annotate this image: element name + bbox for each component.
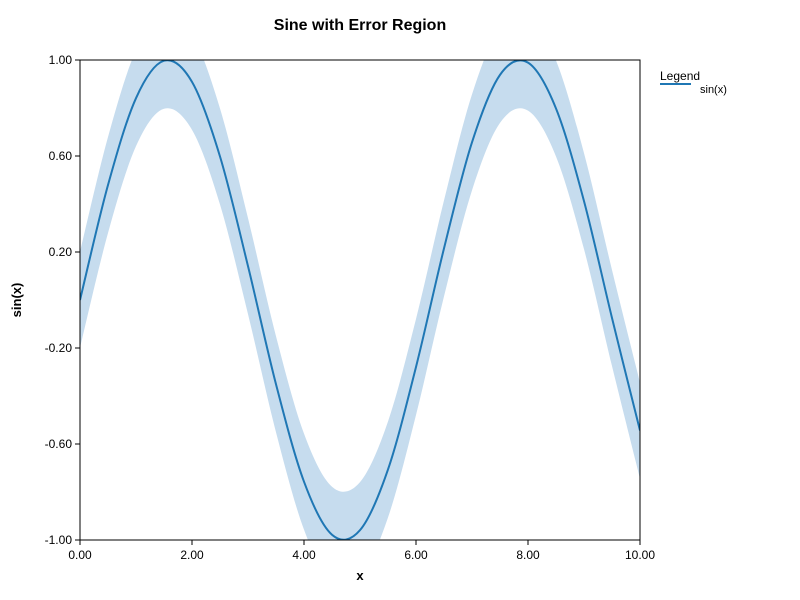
x-axis-label: x	[356, 568, 364, 583]
x-tick-label: 6.00	[404, 548, 428, 562]
chart-title: Sine with Error Region	[274, 17, 446, 34]
y-tick-label: -0.60	[45, 437, 73, 451]
y-axis-label: sin(x)	[9, 283, 24, 318]
y-tick-label: 1.00	[49, 53, 73, 67]
x-tick-label: 8.00	[516, 548, 540, 562]
legend-entry-label: sin(x)	[700, 84, 727, 96]
x-tick-label: 0.00	[68, 548, 92, 562]
x-tick-label: 4.00	[292, 548, 316, 562]
y-tick-label: 0.20	[49, 245, 73, 259]
x-tick-label: 10.00	[625, 548, 655, 562]
legend: Legend sin(x)	[660, 69, 727, 96]
x-tick-label: 2.00	[180, 548, 204, 562]
y-axis: -1.00 -0.60 -0.20 0.20 0.60 1.00	[45, 53, 80, 547]
plot-frame	[79, 59, 641, 541]
legend-title: Legend	[660, 69, 700, 83]
y-tick-label: -0.20	[45, 341, 73, 355]
error-band	[80, 60, 640, 540]
series-line	[80, 60, 640, 540]
y-tick-label: 0.60	[49, 149, 73, 163]
y-tick-label: -1.00	[45, 533, 73, 547]
x-axis: 0.00 2.00 4.00 6.00 8.00 10.00	[68, 540, 655, 562]
